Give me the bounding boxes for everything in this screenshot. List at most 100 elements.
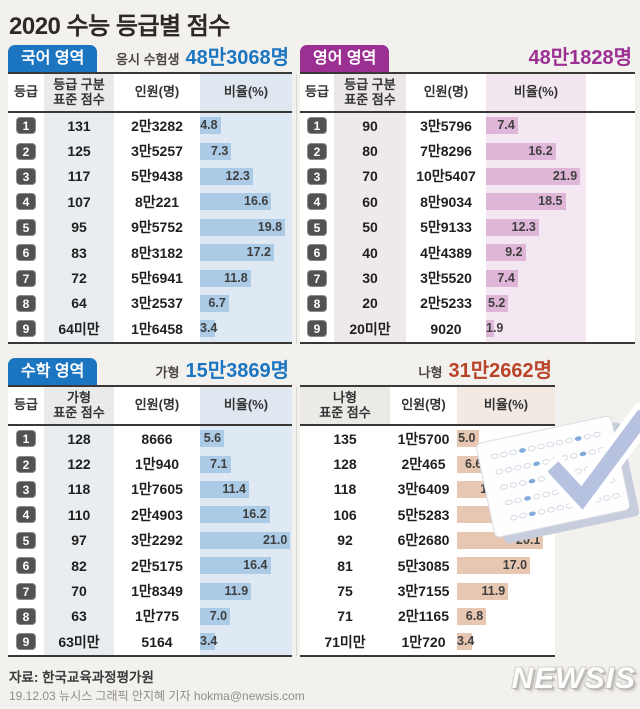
table-row: 6 82 2만5175 16.4 [8, 552, 292, 579]
score-cell: 70 [44, 578, 114, 604]
ratio-cell: 3.4 [457, 629, 555, 654]
filler-cell [586, 291, 635, 316]
ratio-bar: 16.2 [486, 142, 556, 160]
header-count: 인원(명) [401, 397, 446, 413]
grade-badge: 1 [16, 117, 36, 135]
grade-badge: 4 [16, 506, 36, 524]
grade-badge: 2 [307, 142, 327, 160]
ratio-value: 17.2 [246, 245, 271, 260]
ratio-value: 5.6 [203, 431, 222, 446]
ratio-bar: 4.8 [200, 117, 221, 135]
grade-cell: 2 [300, 138, 334, 163]
ratio-value: 3.4 [457, 634, 475, 649]
ratio-value: 16.4 [243, 558, 268, 573]
grade-badge: 5 [16, 531, 36, 549]
header-grade: 등급 [14, 84, 38, 100]
table-row: 1 90 3만5796 7.4 [300, 113, 635, 139]
header-grade: 등급 [305, 84, 329, 100]
ratio-cell: 5.6 [200, 426, 292, 452]
grade-cell: 7 [8, 578, 44, 603]
table-row: 1 131 2만3282 4.8 [8, 113, 292, 139]
header-ratio: 비율(%) [457, 387, 555, 424]
ratio-bar: 17.0 [457, 557, 531, 575]
ratio-bar: 11.4 [200, 480, 249, 498]
english-count-line: 48만1828명 [528, 41, 632, 70]
table-row: 8 63 1만775 7.0 [8, 603, 292, 630]
score-cell: 107 [44, 189, 114, 215]
ratio-value: 16.2 [242, 507, 267, 522]
count-cell: 9만5752 [131, 219, 183, 236]
math-na-table-header: 나형 표준 점수 인원(명) 비율(%) [300, 387, 555, 426]
header-score: 등급 구분 표준 점수 [334, 74, 406, 111]
math-na-examinee-count: 31만2662명 [448, 360, 552, 382]
filler-cell [586, 316, 635, 341]
ratio-bar: 7.3 [200, 142, 232, 160]
ratio-bar: 5.6 [200, 430, 225, 448]
filler-cell [586, 240, 635, 265]
ratio-cell: 5.0 [457, 426, 555, 451]
table-row: 6 83 8만3182 17.2 [8, 239, 292, 266]
ratio-cell: 19.8 [200, 214, 292, 240]
score-cell: 125 [44, 138, 114, 164]
count-cell: 8만3182 [131, 244, 183, 261]
score-cell: 60 [334, 189, 406, 215]
section-math-na: 나형 31만2662명 나형 표준 점수 인원(명) 비율(%) 135 1만570… [300, 358, 555, 657]
english-header-row: 영어 영역 48만1828명 [300, 45, 635, 74]
count-cell: 3만5257 [131, 143, 183, 160]
table-row: 8 64 3만2537 6.7 [8, 290, 292, 317]
count-cell: 3만5796 [420, 117, 472, 134]
count-cell: 5만9133 [420, 219, 472, 236]
ratio-cell: 16.2 [200, 502, 292, 528]
ratio-cell: 6.6 [457, 451, 555, 476]
grade-badge: 9 [307, 320, 327, 338]
ratio-cell: 11.8 [200, 265, 292, 291]
table-row: 7 30 3만5520 7.4 [300, 265, 635, 291]
ratio-value: 12.3 [511, 219, 536, 234]
ratio-cell: 6.8 [457, 604, 555, 629]
ratio-value: 21.9 [552, 168, 578, 183]
score-cell: 110 [44, 502, 114, 528]
ratio-bar: 1.9 [486, 320, 503, 338]
ratio-cell: 16.6 [200, 189, 292, 215]
grade-badge: 1 [16, 430, 36, 448]
count-cell: 9020 [430, 320, 462, 337]
grade-badge: 8 [16, 294, 36, 312]
table-row: 9 20미만 9020 1.9 [300, 316, 635, 342]
score-cell: 128 [333, 456, 357, 473]
ratio-cell: 12.3 [486, 214, 586, 240]
grade-badge: 9 [16, 633, 36, 651]
korean-count-label: 응시 수험생 [116, 52, 180, 67]
english-examinee-count: 48만1828명 [528, 47, 632, 69]
grade-cell: 7 [300, 265, 334, 290]
math-ga-count-label: 가형 [155, 365, 180, 380]
grade-cell: 6 [8, 240, 44, 265]
count-cell: 8만9034 [420, 193, 472, 210]
ratio-cell: 7.4 [486, 113, 586, 139]
grade-cell: 8 [8, 604, 44, 629]
ratio-value: 11.8 [224, 270, 248, 285]
ratio-bar: 18.5 [486, 193, 566, 211]
ratio-value: 16.2 [528, 143, 553, 158]
grade-badge: 7 [16, 582, 36, 600]
ratio-value: 6.8 [465, 608, 484, 623]
math-ga-table-body: 1 128 8666 5.6 2 122 1만940 7.1 3 118 1만7605 11.4 4 11… [8, 426, 292, 657]
grade-badge: 6 [16, 557, 36, 575]
count-cell: 3만7155 [397, 583, 450, 600]
ratio-cell: 9.2 [486, 239, 586, 266]
table-row: 5 50 5만9133 12.3 [300, 214, 635, 240]
grade-cell: 3 [8, 164, 44, 189]
grade-cell: 8 [8, 291, 44, 316]
ratio-value: 12.3 [225, 168, 250, 183]
grade-badge: 2 [16, 455, 36, 473]
grade-cell: 9 [8, 629, 44, 654]
grade-cell: 1 [8, 426, 44, 451]
count-cell: 2만4903 [131, 506, 183, 523]
header-score: 나형 표준 점수 [300, 387, 390, 424]
korean-table-header: 등급 등급 구분 표준 점수 인원(명) 비율(%) [8, 74, 292, 113]
grade-badge: 8 [307, 294, 327, 312]
header-score-line1: 나형 [333, 389, 357, 405]
score-cell: 64미만 [44, 316, 114, 342]
table-row: 7 72 5만6941 11.8 [8, 265, 292, 291]
table-row: 7 70 1만8349 11.9 [8, 578, 292, 604]
ratio-bar: 5.2 [486, 294, 509, 312]
